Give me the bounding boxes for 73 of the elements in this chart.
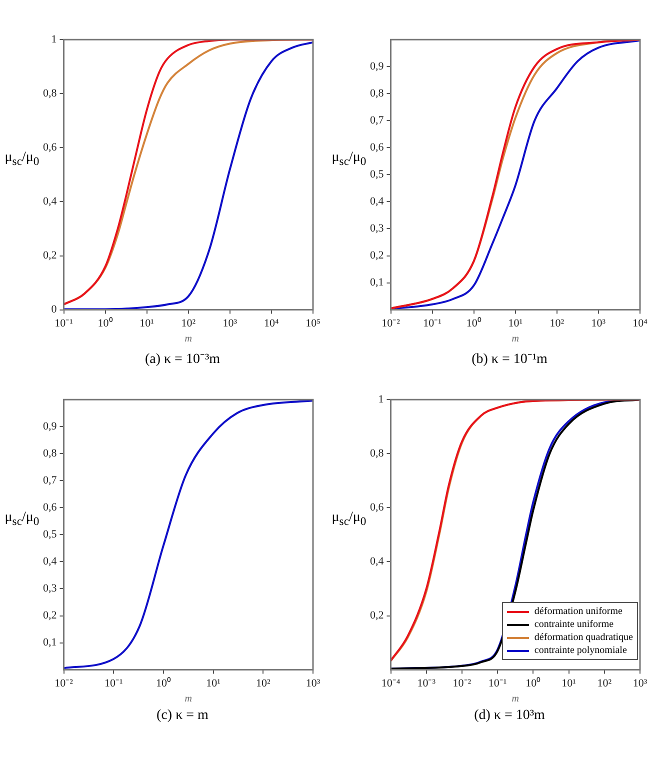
x-tick-label: 10³ bbox=[632, 677, 648, 690]
y-tick-label: 0,8 bbox=[370, 448, 384, 460]
x-tick-label: 10⁻¹ bbox=[488, 677, 507, 690]
y-tick-label: 0,4 bbox=[43, 196, 58, 208]
y-tick-label: 0,4 bbox=[43, 556, 58, 568]
y-tick-label: 1 bbox=[378, 393, 384, 406]
x-tick-label: 10¹ bbox=[508, 317, 523, 330]
y-tick-label: 0,8 bbox=[43, 88, 58, 100]
y-tick-label: 0,1 bbox=[370, 276, 384, 289]
y-tick-label: 0,8 bbox=[370, 88, 384, 100]
x-tick-label: 10⁰ bbox=[98, 316, 113, 330]
y-tick-label: 0,1 bbox=[43, 636, 57, 649]
x-tick-label: 10¹ bbox=[140, 317, 154, 330]
x-tick-label: 10⁰ bbox=[156, 676, 171, 690]
y-tick-label: 0,4 bbox=[370, 196, 384, 208]
legend-label: contrainte uniforme bbox=[534, 618, 614, 631]
x-tick-label: 10⁻¹ bbox=[54, 317, 73, 330]
x-tick-label: 10³ bbox=[591, 317, 606, 330]
y-tick-label: 0,8 bbox=[43, 448, 58, 460]
y-tick-label: 0,2 bbox=[43, 250, 57, 262]
x-axis-title: m bbox=[512, 334, 519, 345]
y-tick-label: 0,2 bbox=[43, 610, 57, 622]
text: (d) κ = 10³m bbox=[473, 708, 546, 724]
x-tick-label: 10⁴ bbox=[264, 317, 280, 330]
y-tick-label: 0,7 bbox=[43, 474, 58, 487]
y-axis-title: μ$_{sc}$/μ$_{0}$ bbox=[4, 150, 40, 168]
x-tick-label: 10⁻¹ bbox=[423, 317, 442, 330]
y-tick-label: 0,9 bbox=[43, 420, 58, 433]
y-tick-label: 0,5 bbox=[370, 168, 384, 181]
x-tick-label: 10⁴ bbox=[632, 317, 648, 330]
y-tick-label: 0,9 bbox=[370, 60, 384, 73]
y-tick-label: 0,5 bbox=[43, 528, 58, 541]
x-tick-label: 10¹ bbox=[562, 677, 576, 690]
text: (c) κ = m bbox=[156, 708, 210, 724]
y-tick-label: 0,6 bbox=[43, 502, 58, 514]
y-tick-label: 0,6 bbox=[43, 142, 58, 154]
legend-label: déformation quadratique bbox=[534, 631, 633, 644]
y-tick-label: 0,2 bbox=[370, 250, 384, 262]
x-tick-label: 10⁻¹ bbox=[104, 677, 123, 690]
x-axis-title: m bbox=[184, 694, 192, 705]
legend-label: déformation uniforme bbox=[534, 605, 622, 618]
x-tick-label: 10² bbox=[550, 317, 565, 330]
x-axis-title: m bbox=[512, 694, 519, 705]
x-tick-label: 10⁵ bbox=[306, 317, 321, 330]
x-tick-label: 10¹ bbox=[206, 677, 220, 690]
x-tick-label: 10⁻² bbox=[382, 317, 401, 330]
x-tick-label: 10⁻⁴ bbox=[381, 677, 400, 690]
x-tick-label: 10⁰ bbox=[526, 676, 541, 690]
x-tick-label: 10³ bbox=[306, 677, 321, 690]
y-tick-label: 1 bbox=[51, 33, 57, 46]
y-tick-label: 0,4 bbox=[370, 556, 384, 568]
y-tick-label: 0,7 bbox=[370, 114, 384, 127]
x-tick-label: 10² bbox=[256, 677, 271, 690]
text: (a) κ = 10⁻³m bbox=[144, 351, 222, 368]
y-tick-label: 0,3 bbox=[370, 222, 384, 235]
x-tick-label: 10⁻³ bbox=[417, 677, 436, 690]
x-tick-label: 10³ bbox=[222, 317, 238, 330]
x-tick-label: 10² bbox=[597, 677, 612, 690]
y-axis-title: μ$_{sc}$/μ$_{0}$ bbox=[330, 510, 368, 528]
x-tick-label: 10² bbox=[181, 317, 196, 330]
y-tick-label: 0,3 bbox=[43, 582, 58, 595]
x-axis-title: m bbox=[184, 334, 192, 345]
x-tick-label: 10⁻² bbox=[54, 677, 74, 690]
y-tick-label: 0,6 bbox=[370, 502, 384, 514]
x-tick-label: 10⁻² bbox=[452, 677, 472, 690]
y-tick-label: 0,6 bbox=[370, 142, 384, 154]
text: (b) κ = 10⁻¹m bbox=[470, 351, 548, 368]
y-axis-title: μ$_{sc}$/μ$_{0}$ bbox=[330, 150, 368, 168]
x-tick-label: 10⁰ bbox=[466, 316, 482, 330]
y-axis-title: μ$_{sc}$/μ$_{0}$ bbox=[4, 510, 40, 528]
y-tick-label: 0 bbox=[51, 304, 58, 316]
y-tick-label: 0,2 bbox=[370, 610, 384, 622]
legend-label: contrainte polynomiale bbox=[534, 644, 627, 657]
